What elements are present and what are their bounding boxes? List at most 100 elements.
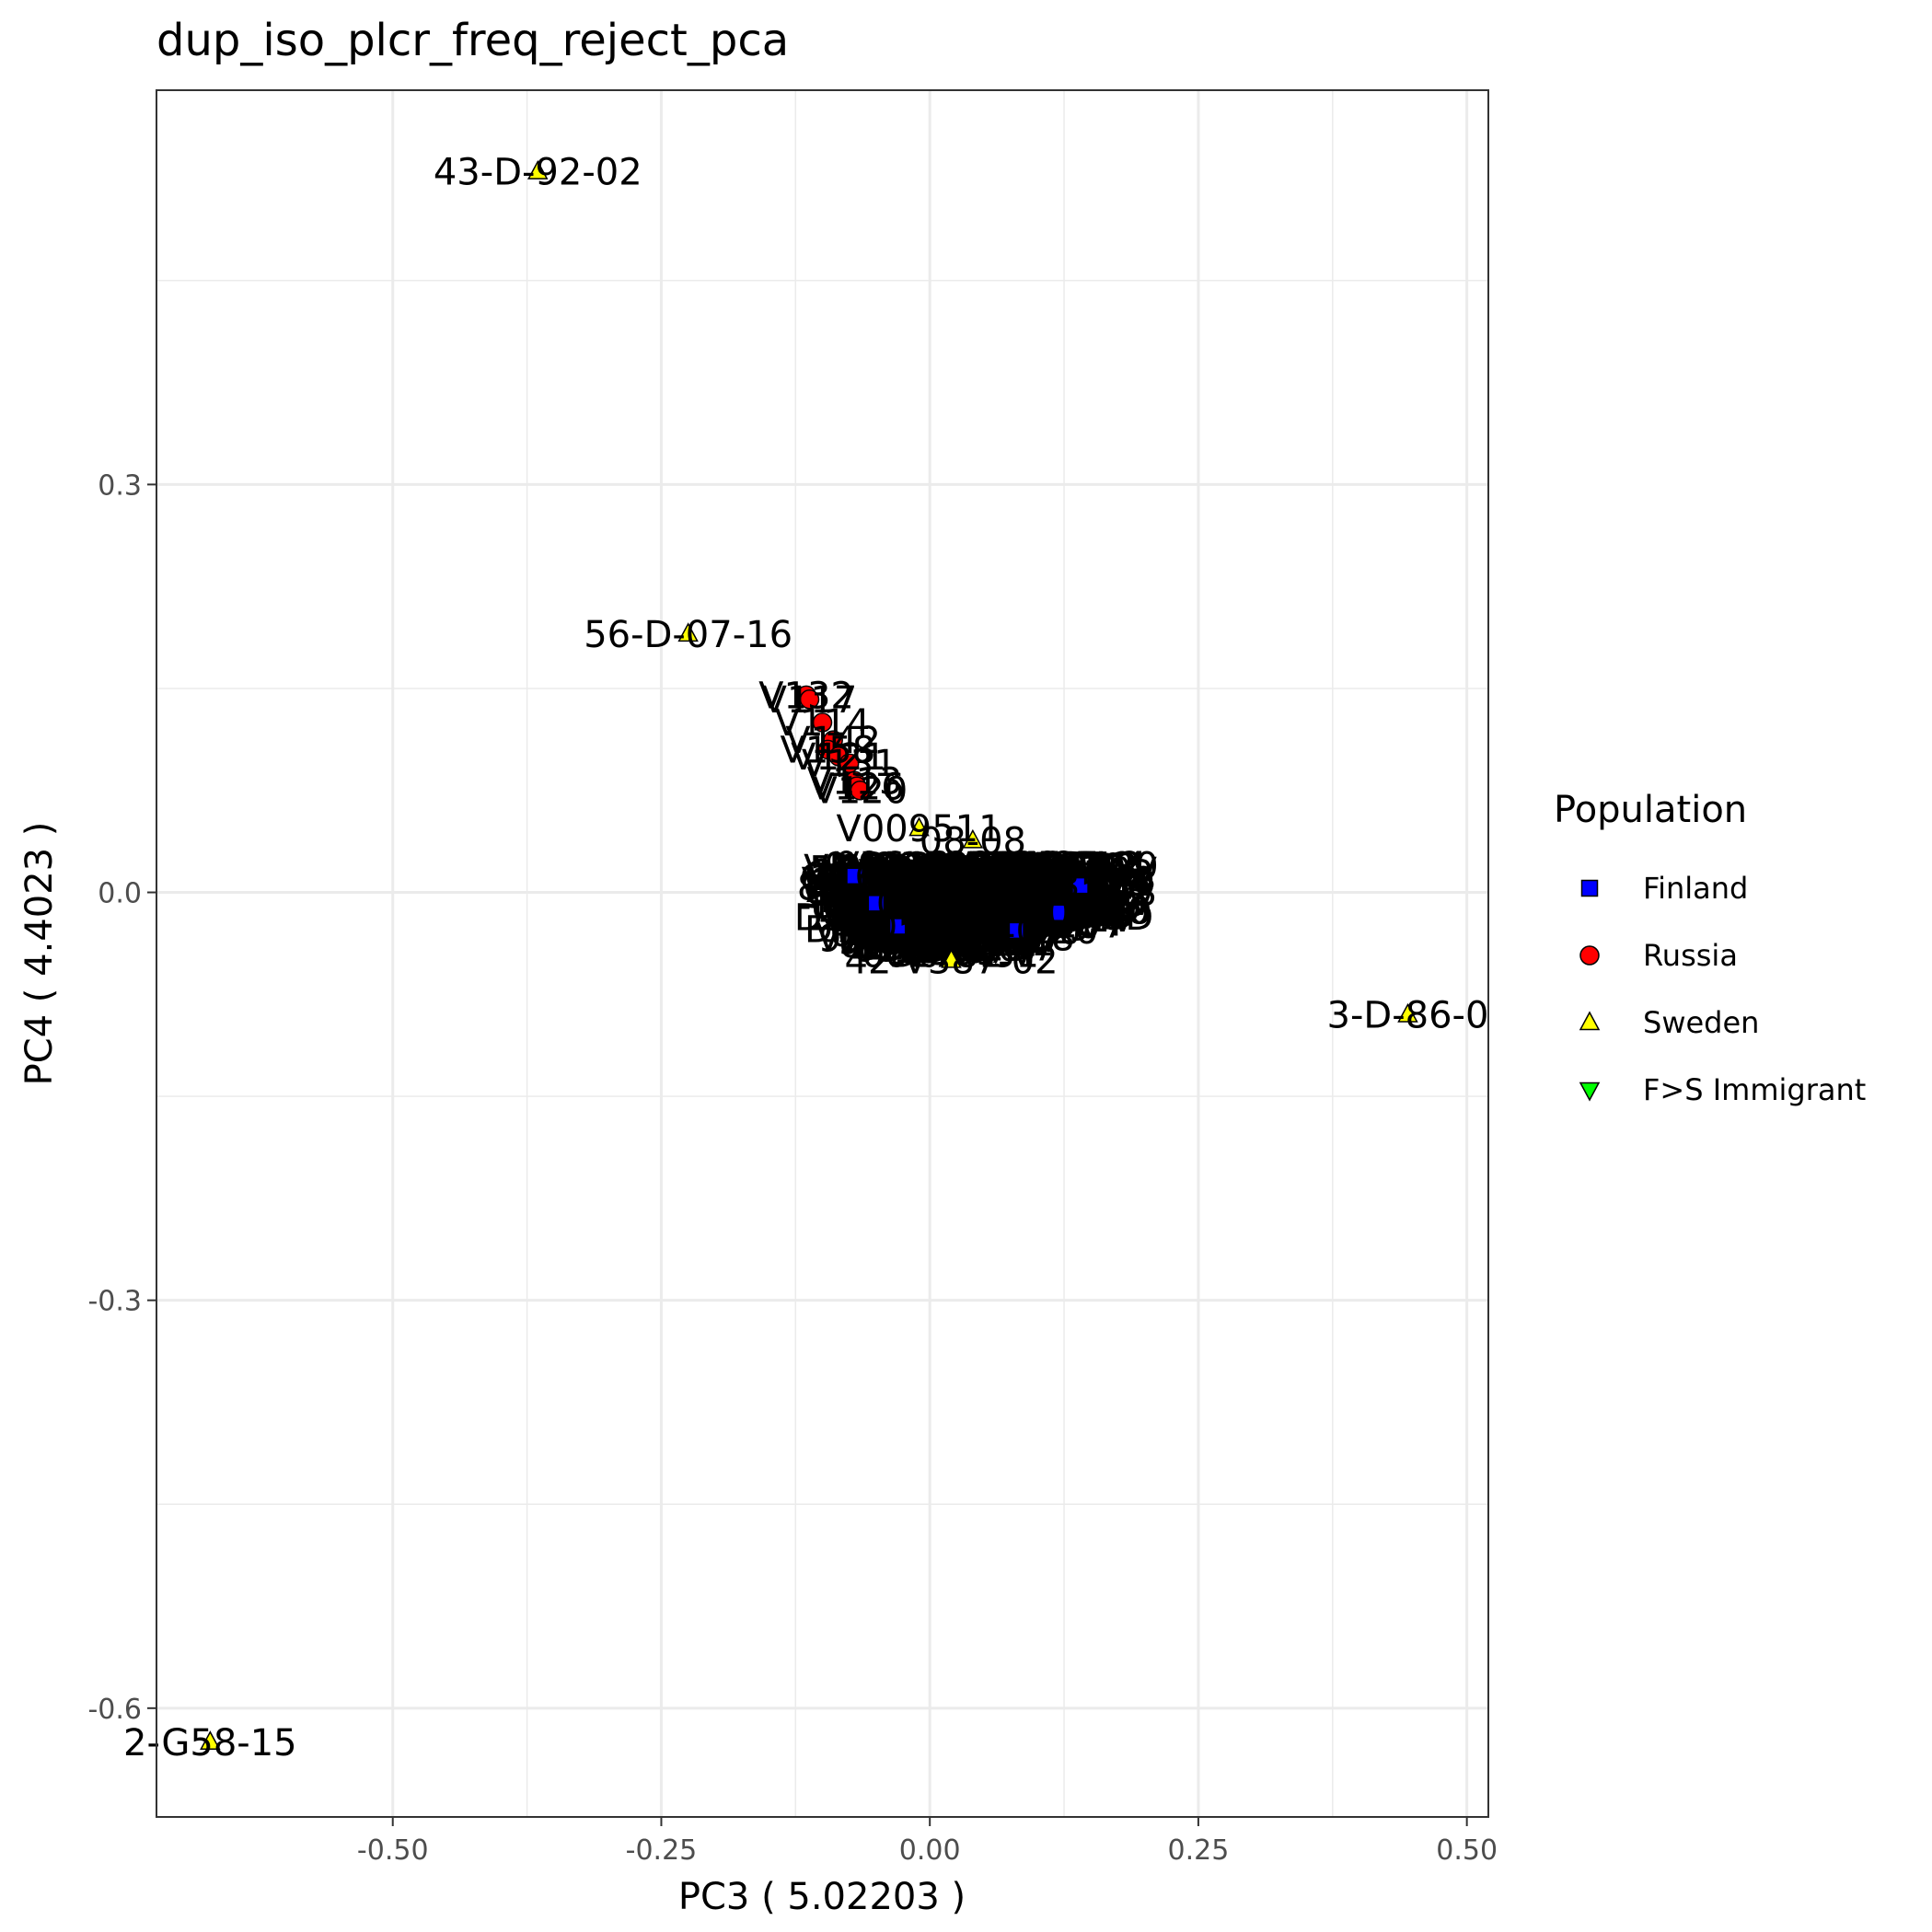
data-points <box>200 160 1418 1751</box>
overlap-label: -891-- <box>953 863 1063 906</box>
overlap-label: 0D2-10 <box>989 847 1125 889</box>
data-point <box>888 918 907 935</box>
plot-panel <box>156 90 1488 1817</box>
overlap-label: 184708 <box>811 857 952 899</box>
overlap-label: 42802- <box>962 897 1093 940</box>
overlap-label: 460524 <box>907 850 1047 892</box>
overlap-label: -82D2V <box>798 885 936 927</box>
overlap-label: 7D4--9 <box>915 879 1040 921</box>
overlap-label: 1V86V9 <box>912 881 1057 923</box>
overlap-label: 87-940 <box>920 908 1051 951</box>
overlap-label: VD10-D <box>804 848 945 890</box>
overlap-label: 85-DV7 <box>826 883 962 925</box>
overlap-label: 20285D <box>830 880 976 922</box>
data-point <box>941 948 962 968</box>
data-point-group <box>1049 904 1068 921</box>
overlap-label: D80011 <box>839 886 985 929</box>
overlap-label: 50978V <box>884 863 1026 906</box>
overlap-label: 180780 <box>848 912 989 954</box>
overlap-label: 016727 <box>910 866 1051 908</box>
overlap-label: DD1992 <box>973 893 1123 935</box>
overlap-label: 581519 <box>906 879 1047 921</box>
overlap-label: 802D55 <box>883 871 1028 913</box>
overlap-label: 024D62 <box>932 856 1078 898</box>
overlap-label: 990214 <box>930 856 1070 898</box>
data-point-group <box>962 828 984 849</box>
point-label: V158 <box>780 729 875 771</box>
overlap-label: 46909D <box>881 878 1026 920</box>
data-point-group <box>527 160 549 179</box>
overlap-label: D0D451 <box>889 934 1039 977</box>
point-label: V009511 <box>836 808 1001 850</box>
overlap-label: 57444V <box>809 850 952 892</box>
overlap-label: 294V85 <box>836 898 978 941</box>
overlap-label: 6214-8 <box>946 851 1077 894</box>
data-point-group <box>812 712 833 733</box>
overlap-label: 501V4V <box>918 896 1062 938</box>
overlap-label: 06--04 <box>847 908 967 951</box>
point-label: 3-D-86-0 <box>1327 994 1489 1036</box>
legend-entry: Finland <box>1580 871 1748 906</box>
overlap-label: 141415 <box>814 856 954 898</box>
overlap-label: 574009 <box>905 867 1046 909</box>
point-labels: 43-D-92-02 56-D-07-16 3-D-86-0 2-G58-15 V009… <box>123 152 1488 1764</box>
data-point <box>200 1730 221 1751</box>
overlap-label: 112-2V <box>859 926 991 968</box>
overlap-label: 587-V9 <box>961 908 1091 950</box>
overlap-label: 05D256 <box>921 891 1067 933</box>
overlap-label: 115D-D <box>933 875 1073 918</box>
point-label: 10 <box>852 883 899 925</box>
overlap-label: 125850 <box>1012 891 1152 933</box>
point-label: V132 <box>758 675 854 717</box>
overlap-label: -6957- <box>945 885 1066 928</box>
overlap-label: 945-96 <box>922 855 1053 897</box>
overlap-label: 0D2V62 <box>871 877 1018 920</box>
overlap-label: 40-48D <box>1018 897 1153 939</box>
overlap-label: 40D705 <box>838 888 983 931</box>
overlap-label: 05861D <box>853 928 999 970</box>
overlap-label: V5DV8D <box>902 920 1056 962</box>
overlap-label: -05406 <box>824 879 954 921</box>
overlap-label: 002781 <box>862 934 1002 977</box>
data-point <box>867 895 885 912</box>
overlap-label: 0V22-0 <box>1018 890 1151 932</box>
overlap-label: 48D6D7 <box>911 916 1061 958</box>
overlap-label: 0-695D <box>906 882 1041 924</box>
legend-label: F>S Immigrant <box>1643 1072 1866 1107</box>
legend-key <box>1580 879 1599 897</box>
overlap-label: D7-1DD <box>905 896 1050 938</box>
point-label: 2-G58-15 <box>123 1722 297 1764</box>
overlap-label: 592826 <box>966 895 1106 937</box>
overlap-label: 1V2524 <box>912 864 1055 907</box>
data-point-group <box>839 753 860 773</box>
overlap-label: 4-8062 <box>933 878 1064 920</box>
overlap-label: 8025D- <box>914 882 1049 924</box>
legend-entries: Finland Russia Sweden F>S Immigrant <box>1579 871 1866 1107</box>
data-point <box>1071 876 1089 895</box>
x-tick-label: 0.50 <box>1436 1834 1498 1867</box>
data-point-group <box>867 895 885 912</box>
data-point-group <box>941 948 962 968</box>
legend-entry: F>S Immigrant <box>1579 1072 1866 1107</box>
overlap-label: 12198D <box>974 872 1119 914</box>
data-point <box>839 753 860 773</box>
overlap-label: 64D-14 <box>977 847 1112 889</box>
data-point-group <box>1397 1002 1418 1023</box>
overlap-label: D6-D0D <box>872 847 1017 889</box>
point-label: V113 <box>807 760 903 803</box>
point-label: 42-V387-02 <box>845 940 1059 982</box>
overlap-label: ---919 <box>925 881 1035 923</box>
x-axis-title: PC3 ( 5.02203 ) <box>678 1876 966 1918</box>
overlap-label: -1D-D2 <box>897 909 1027 952</box>
overlap-label: -54112 <box>925 887 1056 930</box>
point-label: 08-08 <box>920 820 1026 862</box>
overlap-label: 610660 <box>928 898 1069 941</box>
overlap-label: D70-21 <box>804 909 940 952</box>
overlap-label: -5524D <box>950 867 1085 909</box>
overlap-label: D06D80 <box>842 888 992 931</box>
overlap-label: 56V711 <box>981 856 1124 898</box>
overlap-label: D0D8-D <box>816 885 962 928</box>
overlap-label: -81261 <box>936 877 1067 920</box>
overlap-label: 15900V <box>931 897 1073 940</box>
overlap-label: 624901 <box>799 858 940 900</box>
